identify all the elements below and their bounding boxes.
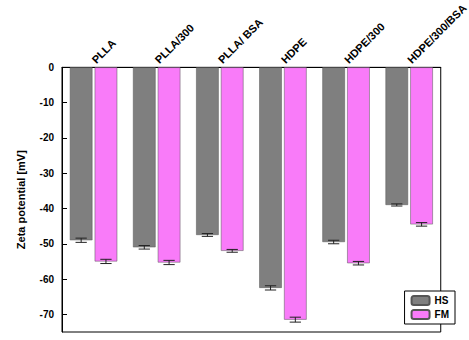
svg-text:-50: -50 [40,238,55,249]
svg-text:-10: -10 [40,97,55,108]
svg-text:HDPE/300/BSA: HDPE/300/BSA [405,2,469,66]
svg-text:-30: -30 [40,168,55,179]
svg-text:0: 0 [48,62,54,73]
svg-text:-70: -70 [40,309,55,320]
svg-text:-40: -40 [40,203,55,214]
svg-text:HDPE: HDPE [279,36,309,66]
svg-text:PLLA/300: PLLA/300 [152,22,196,66]
svg-text:HDPE/300: HDPE/300 [342,20,387,65]
svg-text:FM: FM [435,309,449,320]
svg-text:PLLA/ BSA: PLLA/ BSA [216,16,266,66]
svg-text:HS: HS [435,295,449,306]
svg-text:-60: -60 [40,274,55,285]
svg-text:Zeta potential [mV]: Zeta potential [mV] [15,150,27,249]
svg-text:PLLA: PLLA [89,37,118,66]
svg-text:-20: -20 [40,132,55,143]
